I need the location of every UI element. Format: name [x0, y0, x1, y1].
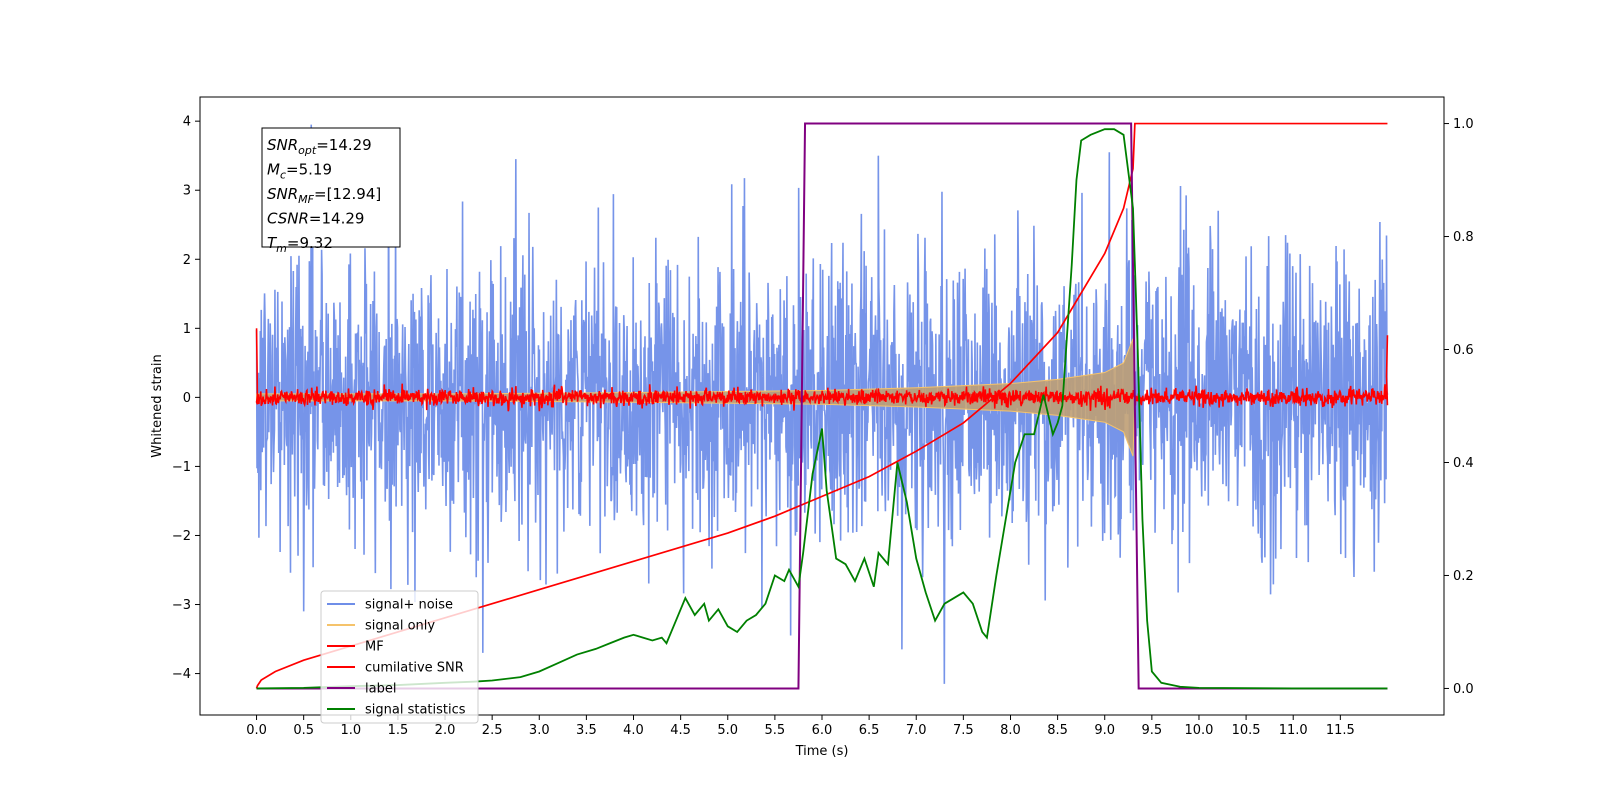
x-tick-label: 3.5	[576, 723, 597, 738]
annotation-line: SNRMF=[12.94]	[267, 185, 381, 206]
legend: signal+ noise signal only MF cumilative SNR…	[320, 590, 479, 724]
x-tick-label: 2.0	[435, 723, 456, 738]
left-y-tick-label: −4	[172, 667, 191, 682]
annotation-box: SNRopt=14.29Mc=5.19SNRMF=[12.94]CSNR=14.…	[261, 127, 401, 255]
legend-label: label	[365, 682, 396, 697]
x-tick-label: 0.0	[246, 723, 267, 738]
series-layer	[255, 122, 1389, 690]
annotation-line: SNRopt=14.29	[267, 136, 372, 157]
x-tick-label: 9.5	[1142, 723, 1163, 738]
x-tick-label: 6.5	[859, 723, 880, 738]
x-tick-label: 11.5	[1326, 723, 1355, 738]
annotation-symbol: CSNR	[267, 210, 309, 228]
legend-label: signal+ noise	[365, 598, 453, 613]
annotation-value: =9.32	[287, 234, 333, 252]
left-y-tick-label: 2	[183, 253, 191, 268]
right-y-tick-label: 0.0	[1453, 682, 1474, 697]
x-tick-label: 3.0	[529, 723, 550, 738]
x-tick-label: 5.0	[717, 723, 738, 738]
left-y-tick-label: 1	[183, 322, 191, 337]
legend-label: MF	[365, 640, 384, 655]
annotation-symbol: T	[267, 234, 278, 252]
left-y-tick-label: 3	[183, 184, 191, 199]
annotation-symbol: M	[267, 161, 280, 179]
x-tick-label: 4.0	[623, 723, 644, 738]
right-y-tick-label: 0.4	[1453, 456, 1474, 471]
x-tick-label: 8.0	[1000, 723, 1021, 738]
left-y-tick-label: −2	[172, 529, 191, 544]
annotation-symbol: SNR	[267, 136, 298, 154]
annotation-symbol: SNR	[267, 185, 298, 203]
annotation-value: =5.19	[286, 161, 332, 179]
x-tick-label: 8.5	[1047, 723, 1068, 738]
left-y-axis-title: Whitened strain	[150, 354, 165, 457]
right-y-axis: 1.0 0.8 0.6 0.4 0.2 0.0	[1444, 117, 1474, 697]
left-y-tick-label: −1	[172, 460, 191, 475]
annotation-subscript: opt	[298, 144, 317, 157]
x-tick-label: 10.0	[1184, 723, 1213, 738]
x-tick-label: 6.0	[812, 723, 833, 738]
right-y-tick-label: 1.0	[1453, 117, 1474, 132]
left-y-tick-label: −3	[172, 598, 191, 613]
x-axis-title: Time (s)	[795, 744, 849, 759]
x-tick-label: 9.0	[1094, 723, 1115, 738]
series-cumulative-snr	[255, 122, 1388, 689]
left-y-axis: 4 3 2 1 0 −1 −2 −3 −4	[172, 115, 200, 682]
x-tick-label: 7.5	[953, 723, 974, 738]
series-mf	[255, 328, 1389, 412]
series-signal-statistics	[256, 128, 1388, 690]
annotation-subscript: m	[276, 242, 287, 255]
x-axis: 0.0 0.5 1.0 1.5 2.0 2.5 3.0 3.5 4.0 4.5 5.0 5.5 6.0 6…	[246, 715, 1355, 738]
annotation-subscript: c	[280, 169, 286, 182]
right-y-tick-label: 0.6	[1453, 343, 1474, 358]
legend-frame	[320, 590, 479, 724]
annotation-line: CSNR=14.29	[267, 210, 364, 228]
x-tick-label: 0.5	[293, 723, 314, 738]
annotation-line: Tm=9.32	[267, 234, 333, 255]
right-y-tick-label: 0.2	[1453, 569, 1474, 584]
annotation-value: =14.29	[309, 210, 365, 228]
annotation-box-frame	[261, 127, 401, 248]
legend-label: signal statistics	[365, 703, 466, 718]
legend-label: signal only	[365, 619, 435, 634]
x-tick-label: 1.5	[388, 723, 409, 738]
series-label	[256, 122, 1388, 690]
x-tick-label: 7.0	[906, 723, 927, 738]
right-y-tick-label: 0.8	[1453, 230, 1474, 245]
annotation-line: Mc=5.19	[267, 161, 332, 182]
legend-label: cumilative SNR	[365, 661, 464, 676]
left-y-tick-label: 4	[183, 115, 191, 130]
x-tick-label: 1.0	[340, 723, 361, 738]
annotation-value: =[12.94]	[314, 185, 381, 203]
x-tick-label: 5.5	[765, 723, 786, 738]
left-y-tick-label: 0	[183, 391, 191, 406]
x-tick-label: 4.5	[670, 723, 691, 738]
annotation-value: =14.29	[316, 136, 372, 154]
x-tick-label: 2.5	[482, 723, 503, 738]
x-tick-label: 10.5	[1232, 723, 1261, 738]
x-tick-label: 11.0	[1279, 723, 1308, 738]
annotation-subscript: MF	[298, 193, 314, 206]
